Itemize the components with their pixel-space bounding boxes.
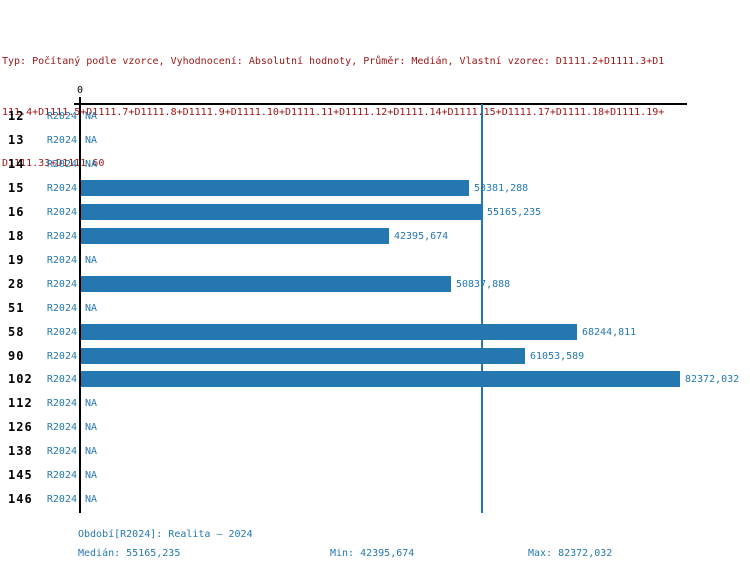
row-id-label: 112 [8, 396, 33, 411]
row-period-label: R2024 [46, 182, 77, 194]
bar [81, 179, 469, 196]
chart-row: 90 R2024 61053,589 [0, 347, 750, 364]
chart-row: 16 R2024 55165,235 [0, 203, 750, 220]
row-id-label: 14 [8, 156, 25, 171]
row-id-label: 15 [8, 180, 25, 195]
row-period-label: R2024 [46, 111, 77, 122]
na-label: NA [85, 254, 98, 266]
row-id-label: 12 [8, 109, 25, 123]
row-id-label: 28 [8, 276, 25, 291]
na-label: NA [85, 422, 98, 434]
footer-median-label: Medián: 55165,235 [78, 548, 181, 559]
chart-row: 15 R2024 53381,288 [0, 179, 750, 196]
footer-period-label: Období[R2024]: Realita – 2024 [78, 529, 253, 540]
chart-row: 13 R2024 NA [0, 132, 750, 148]
row-period-label: R2024 [46, 350, 77, 362]
row-id-label: 90 [8, 348, 25, 363]
row-period-label: R2024 [46, 254, 77, 266]
chart-row: 14 R2024 NA [0, 156, 750, 172]
bar-value-label: 53381,288 [474, 182, 529, 194]
formula-line: 111.4+D1111.5+D1111.7+D1111.8+D1111.9+D1… [2, 107, 665, 118]
na-label: NA [85, 470, 98, 482]
chart-rows: 12 R2024 NA 13 R2024 NA 14 R2024 NA 15 R2024 53381,… [0, 104, 750, 513]
row-period-label: R2024 [46, 302, 77, 314]
row-period-label: R2024 [46, 422, 77, 434]
formula-line: Typ: Počítaný podle vzorce, Vyhodnocení:… [2, 56, 665, 67]
bar-value-label: 50837,888 [456, 278, 511, 290]
bar [81, 275, 451, 292]
row-period-label: R2024 [46, 374, 77, 386]
na-label: NA [85, 446, 98, 458]
formula-header: Typ: Počítaný podle vzorce, Vyhodnocení:… [2, 19, 748, 206]
footer-min-label: Min: 42395,674 [330, 548, 415, 559]
chart-row: 112 R2024 NA [0, 395, 750, 411]
chart-row: 145 R2024 NA [0, 467, 750, 483]
row-period-label: R2024 [46, 326, 77, 338]
bar [81, 371, 680, 388]
na-label: NA [85, 398, 98, 410]
chart-row: 28 R2024 50837,888 [0, 275, 750, 292]
bar-value-label: 68244,811 [582, 326, 637, 338]
row-period-label: R2024 [46, 398, 77, 410]
row-id-label: 138 [8, 444, 33, 459]
chart-row: 58 R2024 68244,811 [0, 323, 750, 340]
row-id-label: 51 [8, 300, 25, 315]
x-axis-zero-tick-label: 0 [76, 85, 84, 96]
row-period-label: R2024 [46, 278, 77, 290]
row-id-label: 102 [8, 372, 33, 387]
chart-row: 19 R2024 NA [0, 252, 750, 268]
na-label: NA [85, 494, 98, 506]
bar [81, 203, 482, 220]
row-period-label: R2024 [46, 230, 77, 242]
na-label: NA [85, 134, 98, 146]
row-id-label: 19 [8, 252, 25, 267]
row-id-label: 16 [8, 204, 25, 219]
bar-value-label: 55165,235 [487, 206, 542, 218]
formula-line: D1111.33+D1111.60 [2, 158, 105, 169]
row-period-label: R2024 [46, 206, 77, 218]
row-id-label: 145 [8, 468, 33, 483]
row-period-label: R2024 [46, 446, 77, 458]
bar-value-label: 82372,032 [685, 374, 740, 386]
bar [81, 347, 525, 364]
footer-max-label: Max: 82372,032 [528, 548, 613, 559]
chart-row: 146 R2024 NA [0, 491, 750, 507]
row-period-label: R2024 [46, 470, 77, 482]
bar-value-label: 42395,674 [394, 230, 449, 242]
bar-value-label: 61053,589 [530, 350, 585, 362]
bar [81, 227, 389, 244]
na-label: NA [85, 111, 98, 122]
chart-row: 138 R2024 NA [0, 443, 750, 459]
chart-row: 12 R2024 NA [0, 108, 750, 124]
row-id-label: 146 [8, 492, 33, 507]
bar [81, 323, 577, 340]
chart-row: 18 R2024 42395,674 [0, 227, 750, 244]
row-period-label: R2024 [46, 134, 77, 146]
na-label: NA [85, 302, 98, 314]
row-period-label: R2024 [46, 158, 77, 170]
y-axis-line [79, 97, 81, 513]
row-id-label: 126 [8, 420, 33, 435]
chart-row: 126 R2024 NA [0, 419, 750, 435]
chart-row: 51 R2024 NA [0, 300, 750, 316]
x-axis-line [74, 103, 687, 105]
row-period-label: R2024 [46, 494, 77, 506]
row-id-label: 13 [8, 132, 25, 147]
median-reference-line [481, 104, 484, 513]
row-id-label: 58 [8, 324, 25, 339]
na-label: NA [85, 158, 98, 170]
row-id-label: 18 [8, 228, 25, 243]
chart-row: 102 R2024 82372,032 [0, 371, 750, 388]
